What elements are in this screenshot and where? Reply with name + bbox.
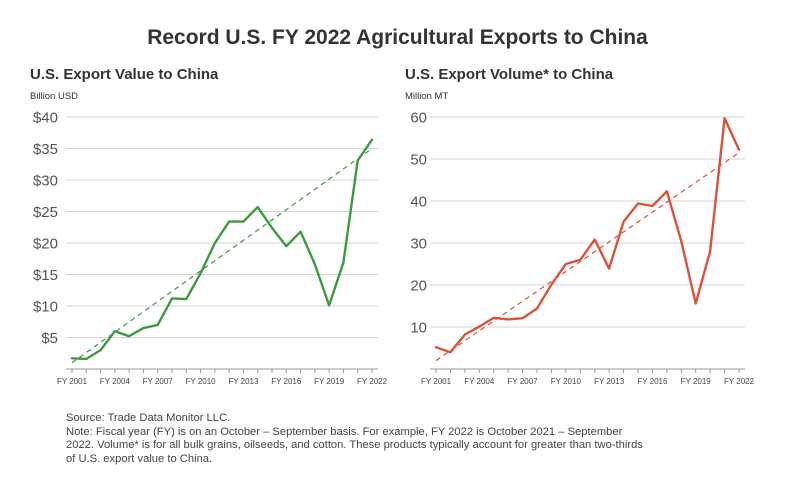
x-tick-label: FY 2013 [594,377,625,386]
y-tick-label: 30 [410,236,427,253]
x-tick-label: FY 2004 [464,377,495,386]
value-chart-unit: Billion USD [30,91,79,102]
note-line-2: 2022. Volume* is for all bulk grains, oi… [66,439,643,452]
note-line-3: of U.S. export value to China. [66,452,213,465]
x-tick-label: FY 2004 [100,377,131,386]
x-tick-label: FY 2019 [681,377,712,386]
y-tick-label: $35 [33,141,58,158]
y-tick-label: $5 [41,330,58,347]
x-tick-label: FY 2022 [357,377,388,386]
x-tick-label: FY 2007 [508,377,539,386]
volume-chart-title: U.S. Export Volume* to China [405,66,614,83]
y-tick-label: $30 [33,173,58,190]
y-tick-label: 60 [410,110,427,127]
trend-line [435,152,740,362]
x-tick-label: FY 2001 [421,377,452,386]
y-tick-label: 20 [410,278,427,295]
x-tick-label: FY 2007 [143,377,174,386]
x-tick-label: FY 2016 [637,377,668,386]
x-tick-label: FY 2022 [724,377,755,386]
y-tick-label: 10 [410,320,427,337]
x-tick-label: FY 2010 [551,377,582,386]
series-line [434,117,741,354]
note-line-1: Note: Fiscal year (FY) is on an October … [66,425,623,438]
y-tick-label: $10 [33,299,58,316]
series-line [70,138,374,361]
x-tick-label: FY 2016 [271,377,302,386]
trend-line [71,148,373,364]
value-chart-title: U.S. Export Value to China [30,66,219,83]
footer-notes: Source: Trade Data Monitor LLC. Note: Fi… [66,412,756,466]
x-tick-label: FY 2010 [186,377,217,386]
y-tick-label: $25 [33,204,58,221]
x-tick-label: FY 2013 [228,377,259,386]
y-tick-label: $20 [33,236,58,253]
x-tick-label: FY 2001 [57,377,88,386]
y-tick-label: $40 [33,110,58,127]
volume-chart-unit: Million MT [405,91,449,102]
y-tick-label: $15 [33,267,58,284]
figure-title: Record U.S. FY 2022 Agricultural Exports… [147,26,648,49]
y-tick-label: 40 [410,194,427,211]
x-tick-label: FY 2019 [314,377,345,386]
source-text: Source: Trade Data Monitor LLC. [66,412,231,424]
y-tick-label: 50 [410,152,427,169]
